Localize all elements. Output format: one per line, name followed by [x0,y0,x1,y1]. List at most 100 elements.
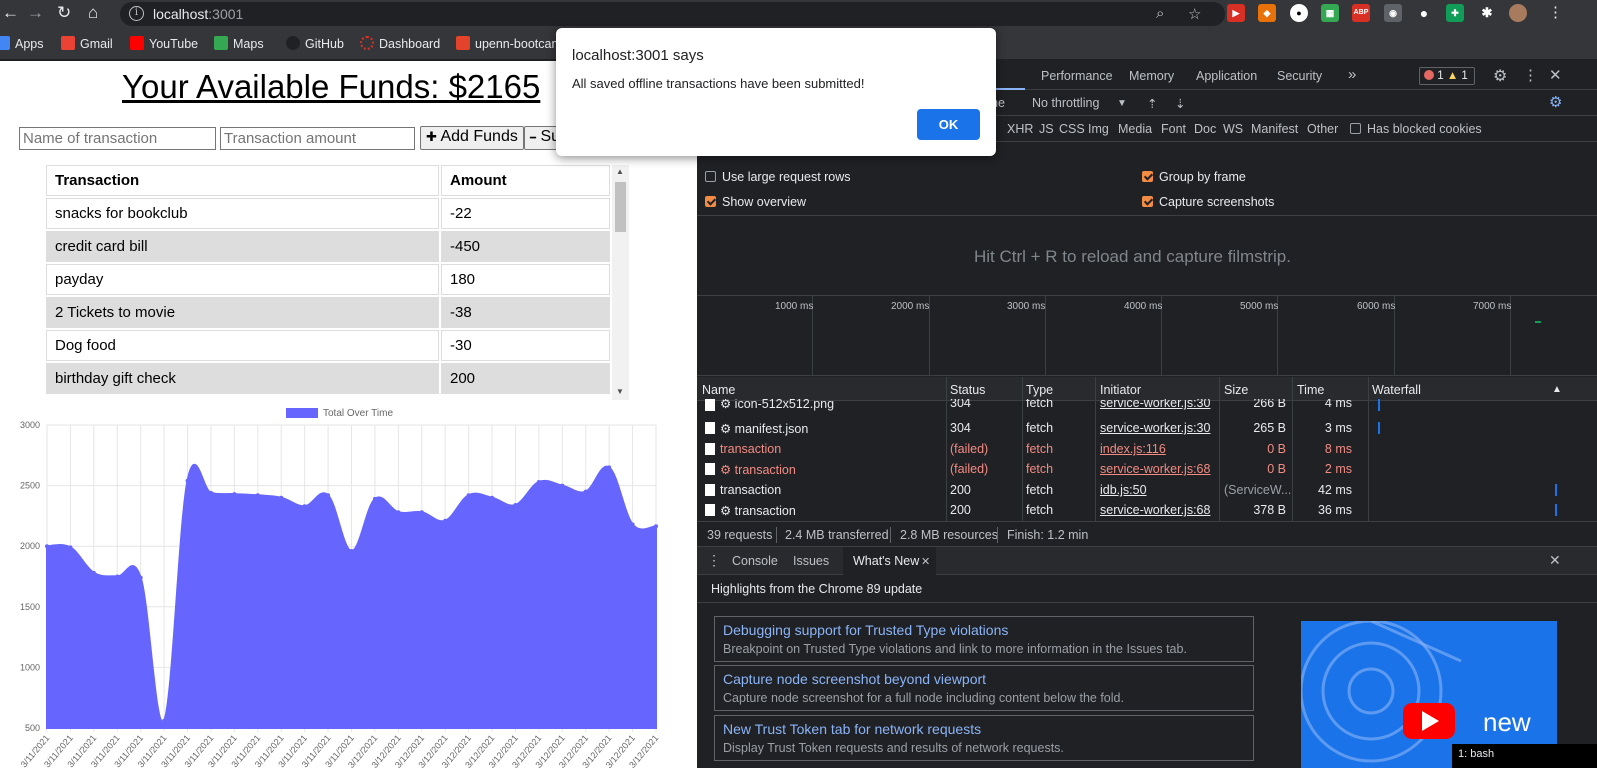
whats-new-video-thumbnail[interactable]: new [1301,621,1557,768]
bookmark-upenn[interactable]: upenn-bootcamp [456,36,569,51]
export-har-icon[interactable]: ⇣ [1175,97,1186,111]
col-initiator[interactable]: Initiator [1100,383,1141,397]
close-devtools-icon[interactable]: ✕ [1549,67,1562,84]
chart-point[interactable] [630,522,635,527]
filter-xhr[interactable]: XHR [1007,122,1034,136]
table-scrollbar[interactable]: ▲ ▼ [612,165,629,400]
card-title[interactable]: New Trust Token tab for network requests [723,721,982,737]
filter-other[interactable]: Other [1307,122,1339,136]
home-icon[interactable]: ⌂ [88,3,99,22]
chart-point[interactable] [490,495,495,500]
chart-point[interactable] [162,718,167,723]
chart-point[interactable] [91,570,96,575]
more-tabs-icon[interactable]: » [1348,66,1357,83]
chart-point[interactable] [513,502,518,507]
close-tab-icon[interactable]: ✕ [921,556,931,568]
chart-point[interactable] [45,544,49,549]
bookmark-dashboard[interactable]: Dashboard [360,36,440,51]
terminal-tab[interactable]: 1: bash [1452,744,1597,768]
transaction-name-input[interactable]: Name of transaction [19,127,216,150]
chart-point[interactable] [138,575,143,580]
menu-icon[interactable]: ⋮ [1548,4,1563,21]
group-by-frame-checkbox[interactable]: Group by frame [1142,170,1246,184]
request-initiator[interactable]: service-worker.js:68 [1100,462,1211,476]
bookmark-maps[interactable]: Maps [214,36,264,51]
request-initiator[interactable]: service-worker.js:68 [1100,503,1211,517]
chart-point[interactable] [185,478,190,483]
github-icon[interactable]: ● [1415,4,1433,22]
filter-media[interactable]: Media [1118,122,1153,136]
tab-security[interactable]: Security [1277,69,1323,83]
filter-ws[interactable]: WS [1223,122,1244,136]
tab-performance[interactable]: Performance [1041,69,1113,83]
scroll-up-icon[interactable]: ▲ [616,167,624,176]
transaction-amount-input[interactable]: Transaction amount [220,127,415,150]
reload-icon[interactable]: ↻ [57,3,72,22]
zoom-icon[interactable]: ⌕ [1156,5,1165,22]
bookmark-apps[interactable]: Apps [0,36,44,51]
request-initiator[interactable]: service-worker.js:30 [1100,421,1211,435]
capture-screenshots-checkbox[interactable]: Capture screenshots [1142,195,1274,209]
chart-point[interactable] [607,465,612,470]
request-row[interactable]: ⚙ transaction 200 fetch service-worker.j… [697,500,1597,520]
puzzle-icon[interactable]: ✱ [1478,4,1496,22]
chart-point[interactable] [654,524,658,529]
bookmark-gmail[interactable]: Gmail [61,36,113,51]
request-row-failed[interactable]: transaction (failed) fetch index.js:116 … [697,439,1597,459]
chart-point[interactable] [68,545,73,550]
whats-new-card[interactable]: Debugging support for Trusted Type viola… [714,616,1254,662]
request-row[interactable]: transaction 200 fetch idb.js:50 (Service… [697,480,1597,500]
address-bar[interactable]: i localhost:3001 ⌕ ☆ [120,2,1225,26]
extension-icon[interactable]: ● [1290,4,1308,22]
chart-point[interactable] [208,490,213,495]
chart-point[interactable] [115,574,120,579]
blocked-cookies-checkbox[interactable]: Has blocked cookies [1350,122,1482,136]
large-rows-checkbox[interactable]: Use large request rows [705,170,851,184]
extension-icon[interactable]: ▶ [1227,4,1245,22]
request-row[interactable]: ⚙ icon-512x512.png 304 fetch service-wor… [697,399,1597,412]
network-settings-icon[interactable]: ⚙ [1549,94,1563,111]
chart-point[interactable] [583,489,588,494]
col-status[interactable]: Status [950,383,986,397]
chart-point[interactable] [232,492,237,497]
whats-new-card[interactable]: New Trust Token tab for network requests… [714,715,1254,761]
filter-font[interactable]: Font [1161,122,1187,136]
scroll-thumb[interactable] [615,182,626,232]
tab-console[interactable]: Console [732,554,778,568]
close-drawer-icon[interactable]: ✕ [1549,552,1561,568]
chart-point[interactable] [419,510,424,515]
tab-issues[interactable]: Issues [793,554,830,568]
col-name[interactable]: Name [702,383,736,397]
transactions-table-container[interactable]: Transaction Amount snacks for bookclub -2… [46,165,630,400]
drawer-menu-icon[interactable]: ⋮ [707,552,721,568]
card-title[interactable]: Debugging support for Trusted Type viola… [723,622,1009,638]
filter-manifest[interactable]: Manifest [1251,122,1299,136]
request-initiator[interactable]: service-worker.js:30 [1100,399,1211,410]
col-time[interactable]: Time [1297,383,1325,397]
filter-css[interactable]: CSS [1059,122,1085,136]
chart-point[interactable] [255,493,260,498]
chart-point[interactable] [372,496,377,501]
throttling-select[interactable]: No throttling [1032,96,1100,110]
col-type[interactable]: Type [1026,383,1054,397]
settings-gear-icon[interactable]: ⚙ [1493,68,1508,85]
bookmark-star-icon[interactable]: ☆ [1188,6,1202,23]
chart-point[interactable] [536,479,541,484]
avatar[interactable] [1509,4,1527,22]
chart-point[interactable] [560,483,565,488]
col-size[interactable]: Size [1224,383,1249,397]
extension-icon[interactable]: ▦ [1321,4,1339,22]
chevron-down-icon[interactable]: ▼ [1117,98,1127,109]
chart-point[interactable] [443,518,448,523]
tab-memory[interactable]: Memory [1129,69,1175,83]
col-waterfall[interactable]: Waterfall [1372,383,1421,397]
filter-doc[interactable]: Doc [1194,122,1217,136]
legend-swatch[interactable] [286,408,318,418]
tab-whats-new[interactable]: What's New [853,554,920,568]
whats-new-card[interactable]: Capture node screenshot beyond viewport … [714,665,1254,711]
issues-counter[interactable]: 1 ▲ 1 [1419,67,1475,85]
chart-point[interactable] [466,493,471,498]
import-har-icon[interactable]: ⇡ [1147,97,1158,111]
chart-point[interactable] [349,549,354,554]
scroll-down-icon[interactable]: ▼ [616,387,624,396]
